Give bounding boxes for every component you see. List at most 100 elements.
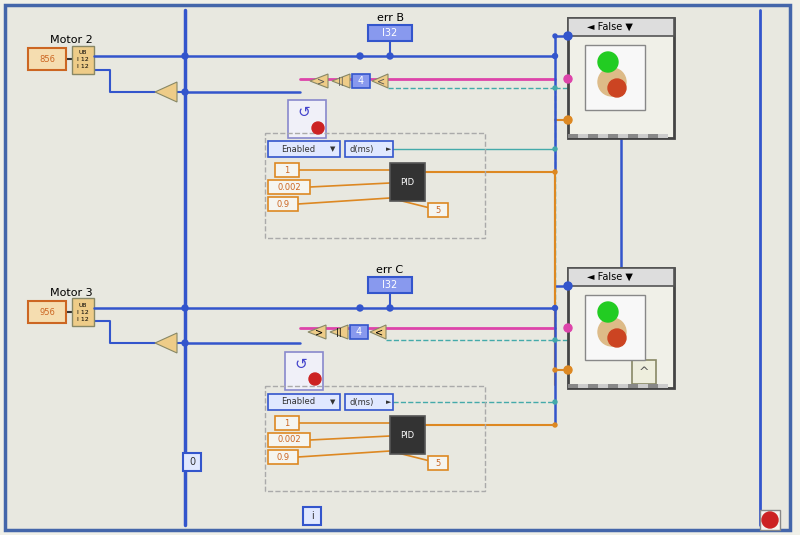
FancyBboxPatch shape — [268, 141, 340, 157]
Text: ||: || — [336, 327, 342, 337]
Text: PID: PID — [400, 431, 414, 439]
Polygon shape — [308, 325, 326, 339]
Circle shape — [553, 147, 557, 151]
FancyBboxPatch shape — [618, 134, 628, 138]
FancyBboxPatch shape — [568, 18, 674, 36]
FancyBboxPatch shape — [638, 268, 648, 272]
FancyBboxPatch shape — [585, 45, 645, 110]
Circle shape — [598, 52, 618, 72]
FancyBboxPatch shape — [760, 510, 780, 530]
Text: ↺: ↺ — [294, 356, 307, 371]
Circle shape — [553, 86, 557, 90]
Circle shape — [387, 305, 393, 311]
Text: 4: 4 — [358, 76, 364, 86]
Polygon shape — [155, 82, 177, 102]
Text: I 12: I 12 — [77, 57, 89, 62]
FancyBboxPatch shape — [578, 268, 588, 272]
FancyBboxPatch shape — [345, 394, 393, 410]
FancyBboxPatch shape — [275, 416, 299, 430]
Circle shape — [312, 122, 324, 134]
Circle shape — [553, 54, 558, 58]
Circle shape — [387, 53, 393, 59]
Text: Motor 3: Motor 3 — [50, 288, 93, 298]
FancyBboxPatch shape — [608, 18, 618, 22]
FancyBboxPatch shape — [350, 325, 368, 339]
Text: 0: 0 — [189, 457, 195, 467]
FancyBboxPatch shape — [390, 416, 425, 454]
Circle shape — [357, 305, 363, 311]
FancyBboxPatch shape — [598, 268, 608, 272]
Circle shape — [598, 318, 626, 346]
Circle shape — [598, 68, 626, 96]
Text: 956: 956 — [39, 308, 55, 317]
Text: 856: 856 — [39, 55, 55, 64]
Text: 5: 5 — [435, 458, 441, 468]
Circle shape — [182, 89, 188, 95]
FancyBboxPatch shape — [72, 46, 94, 74]
FancyBboxPatch shape — [268, 197, 298, 211]
Text: ►: ► — [386, 399, 392, 405]
Circle shape — [553, 368, 557, 372]
FancyBboxPatch shape — [618, 18, 628, 22]
Text: U8: U8 — [79, 50, 87, 55]
Circle shape — [553, 400, 557, 404]
Text: 0.002: 0.002 — [277, 435, 301, 445]
Text: I 12: I 12 — [77, 317, 89, 322]
Circle shape — [182, 305, 188, 311]
FancyBboxPatch shape — [288, 100, 326, 138]
FancyBboxPatch shape — [72, 298, 94, 326]
Text: err C: err C — [377, 265, 403, 275]
Polygon shape — [372, 74, 388, 88]
FancyBboxPatch shape — [28, 48, 66, 70]
Polygon shape — [370, 325, 386, 339]
FancyBboxPatch shape — [588, 18, 598, 22]
FancyBboxPatch shape — [568, 268, 674, 286]
Text: err B: err B — [377, 13, 403, 23]
FancyBboxPatch shape — [628, 18, 638, 22]
Text: i: i — [310, 511, 314, 521]
Text: ◄ False ▼: ◄ False ▼ — [587, 22, 633, 32]
FancyBboxPatch shape — [28, 301, 66, 323]
Polygon shape — [310, 74, 328, 88]
Text: I 12: I 12 — [77, 310, 89, 315]
FancyBboxPatch shape — [368, 277, 412, 293]
Circle shape — [608, 79, 626, 97]
Text: Enabled: Enabled — [281, 144, 315, 154]
FancyBboxPatch shape — [658, 18, 668, 22]
FancyBboxPatch shape — [588, 268, 598, 272]
FancyBboxPatch shape — [285, 352, 323, 390]
Text: 0.9: 0.9 — [277, 453, 290, 462]
FancyBboxPatch shape — [275, 163, 299, 177]
FancyBboxPatch shape — [588, 384, 598, 388]
Circle shape — [608, 329, 626, 347]
FancyBboxPatch shape — [585, 295, 645, 360]
Text: Motor 2: Motor 2 — [50, 35, 93, 45]
FancyBboxPatch shape — [618, 384, 628, 388]
Circle shape — [553, 34, 557, 38]
FancyBboxPatch shape — [658, 268, 668, 272]
FancyBboxPatch shape — [568, 18, 674, 138]
Polygon shape — [332, 74, 350, 88]
Text: PID: PID — [400, 178, 414, 187]
Text: 1: 1 — [284, 165, 290, 174]
FancyBboxPatch shape — [638, 384, 648, 388]
FancyBboxPatch shape — [598, 18, 608, 22]
Text: ↺: ↺ — [298, 104, 310, 119]
Circle shape — [564, 282, 572, 290]
Text: 1: 1 — [284, 418, 290, 427]
Text: Enabled: Enabled — [281, 398, 315, 407]
FancyBboxPatch shape — [598, 384, 608, 388]
FancyBboxPatch shape — [648, 268, 658, 272]
Text: >: > — [315, 327, 323, 337]
FancyBboxPatch shape — [618, 268, 628, 272]
FancyBboxPatch shape — [648, 134, 658, 138]
FancyBboxPatch shape — [345, 141, 393, 157]
Circle shape — [553, 423, 557, 427]
Text: I32: I32 — [382, 280, 398, 290]
Text: I 12: I 12 — [77, 64, 89, 68]
Circle shape — [357, 53, 363, 59]
Circle shape — [762, 512, 778, 528]
Text: 4: 4 — [356, 327, 362, 337]
Text: d(ms): d(ms) — [350, 398, 374, 407]
FancyBboxPatch shape — [608, 134, 618, 138]
